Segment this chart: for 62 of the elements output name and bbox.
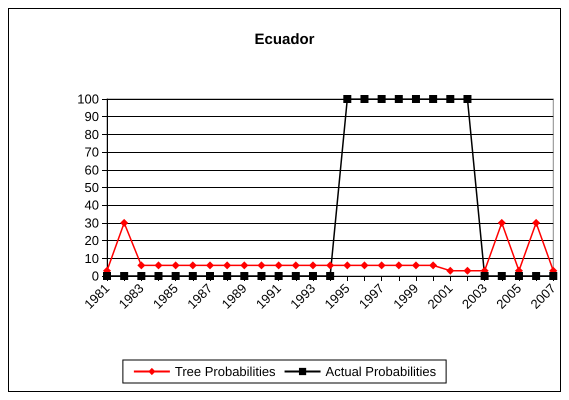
point (274, 272, 283, 280)
point (308, 272, 317, 280)
point (412, 261, 420, 270)
y-tick-label: 10 (84, 250, 99, 266)
legend-label: Actual Probabilities (326, 364, 437, 379)
point (463, 266, 472, 275)
point (274, 261, 283, 270)
y-tick-label: 100 (77, 92, 99, 106)
point (240, 261, 248, 270)
point (257, 272, 266, 280)
point (429, 95, 438, 103)
point (257, 261, 266, 270)
point (120, 218, 128, 227)
point (532, 272, 540, 280)
point (463, 95, 472, 103)
point (223, 272, 232, 280)
point (326, 261, 334, 270)
y-tick-label: 90 (84, 109, 99, 124)
point (378, 261, 386, 270)
point (206, 272, 214, 280)
point (292, 272, 300, 280)
point (154, 261, 162, 270)
point (188, 261, 197, 270)
point (360, 95, 368, 103)
y-tick-label: 60 (84, 162, 99, 178)
point (498, 218, 506, 227)
point (137, 261, 146, 270)
point (498, 272, 506, 280)
point (514, 272, 523, 280)
point (343, 261, 352, 270)
y-tick-label: 30 (84, 215, 99, 230)
y-tick-label: 40 (84, 198, 99, 213)
y-tick-label: 50 (84, 180, 99, 195)
point (480, 272, 489, 280)
point (223, 261, 232, 270)
point (120, 272, 128, 280)
point (446, 266, 454, 275)
point (206, 261, 214, 270)
point (429, 261, 438, 270)
point (360, 261, 368, 270)
point (240, 272, 248, 280)
chart-title: Ecuador (254, 31, 315, 48)
point (292, 261, 300, 270)
point (326, 272, 334, 280)
point (172, 261, 180, 270)
y-tick-label: 70 (84, 144, 99, 160)
point (172, 272, 180, 280)
point (154, 272, 162, 280)
point (378, 95, 386, 103)
point (446, 95, 454, 103)
y-tick-label: 80 (84, 126, 99, 142)
point (532, 218, 540, 227)
point (188, 272, 197, 280)
legend-label: Tree Probabilities (174, 364, 276, 379)
y-tick-label: 20 (84, 233, 99, 248)
point (137, 272, 146, 280)
point (394, 95, 403, 103)
point (343, 95, 352, 103)
y-tick-label: 0 (92, 268, 99, 284)
point (308, 261, 317, 270)
point (394, 261, 403, 270)
point (412, 95, 420, 103)
